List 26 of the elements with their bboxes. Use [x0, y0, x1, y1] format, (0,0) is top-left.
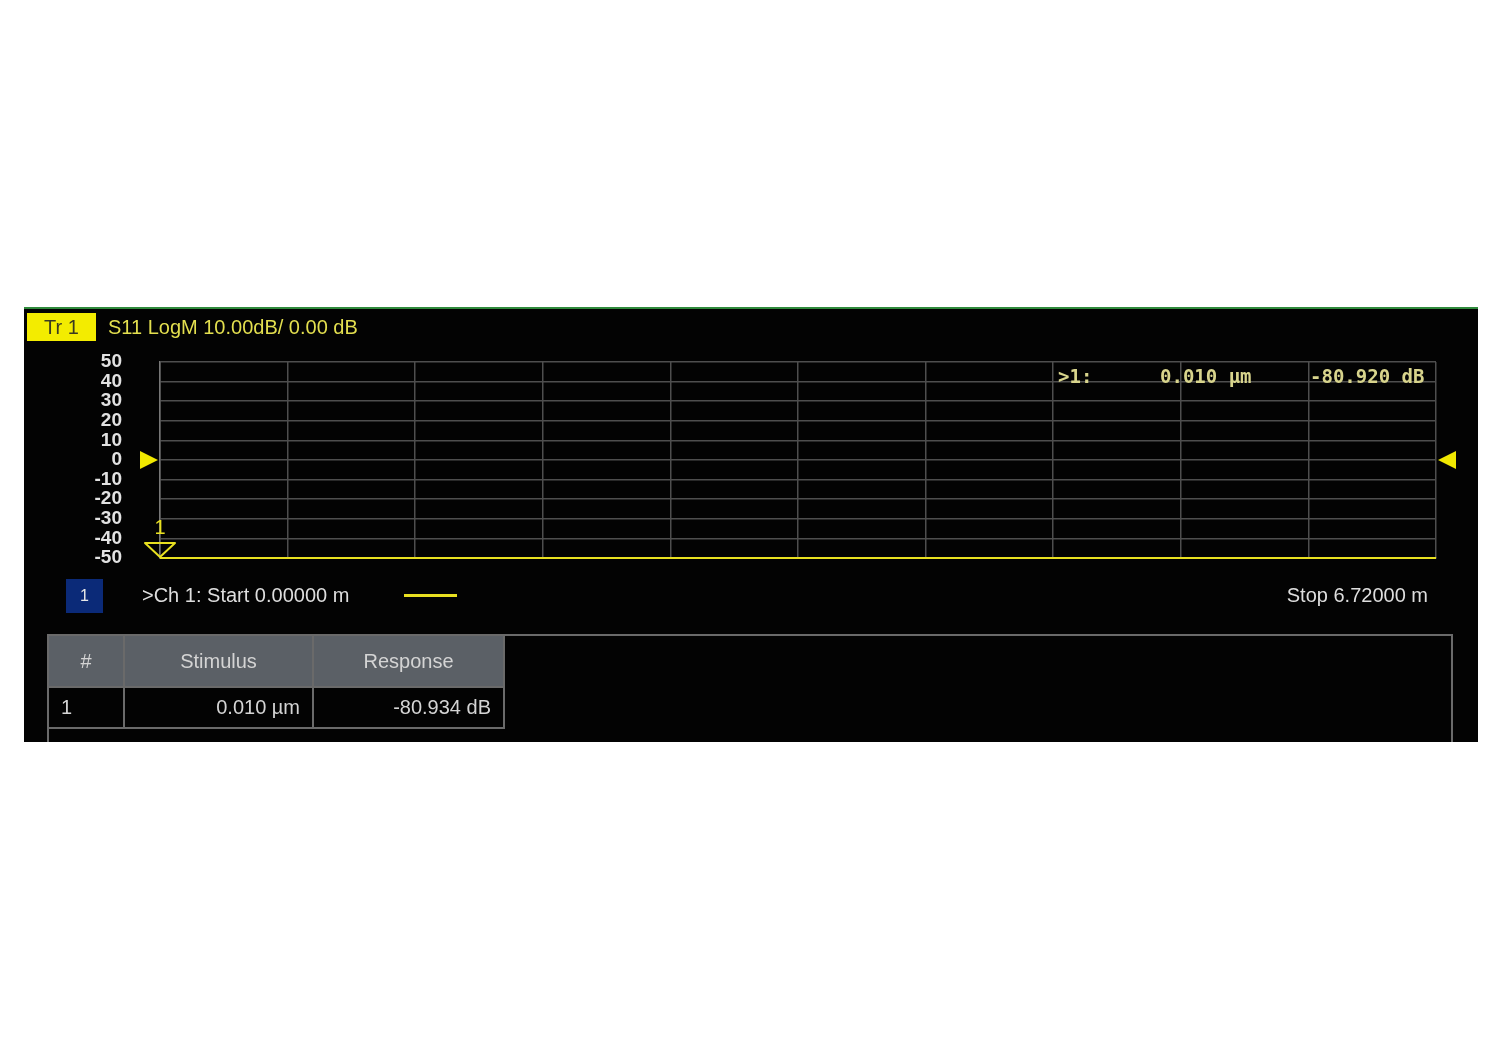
- chart-title: S11 LogM 10.00dB/ 0.00 dB: [108, 315, 358, 340]
- text: 1: [60, 695, 74, 720]
- text: Stimulus: [125, 636, 312, 686]
- annotation: 1: [153, 515, 167, 539]
- text: -80.934 dB: [392, 695, 492, 720]
- annotation: >1:: [1058, 364, 1093, 388]
- text: 0.010 µm: [215, 695, 301, 720]
- y-tick-label: 30: [100, 389, 122, 411]
- annotation: 0.010 µm: [1160, 364, 1252, 388]
- y-tick-label: -40: [94, 526, 122, 548]
- channel-badge: 1: [66, 579, 103, 613]
- text: Stop 6.72000 m: [1286, 583, 1428, 607]
- text: Response: [314, 636, 503, 686]
- y-tick-label: -30: [94, 507, 122, 529]
- annotation: -80.920 dB: [1310, 364, 1425, 388]
- y-tick-label: 10: [100, 428, 122, 450]
- trace-badge: Tr 1: [27, 313, 96, 341]
- y-tick-label: 40: [100, 369, 122, 391]
- y-tick-label: 0: [111, 448, 122, 470]
- text: >Ch 1: Start 0.00000 m: [142, 583, 350, 607]
- y-tick-label: -50: [94, 546, 122, 568]
- y-tick-label: 20: [100, 409, 122, 431]
- y-tick-label: -20: [94, 487, 122, 509]
- y-tick-label: 50: [100, 350, 122, 372]
- y-tick-label: -10: [94, 467, 122, 489]
- text: #: [49, 636, 123, 686]
